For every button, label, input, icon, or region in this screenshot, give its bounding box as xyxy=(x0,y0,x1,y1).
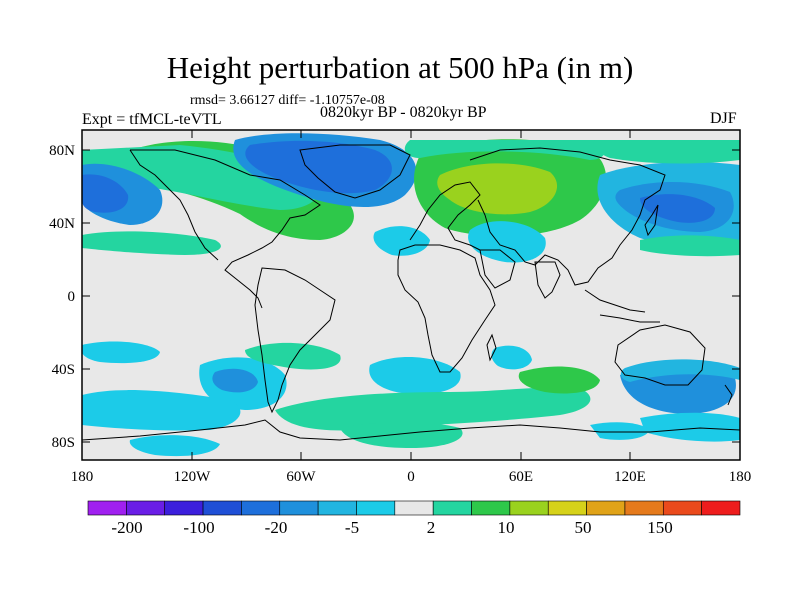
colorbar-swatch xyxy=(547,500,587,516)
stats-line: rmsd= 3.66127 diff= -1.10757e-08 xyxy=(190,93,385,108)
colorbar xyxy=(87,500,741,516)
colorbar-swatch xyxy=(241,500,281,516)
colorbar-swatch xyxy=(126,500,165,516)
lon-label-60e: 60E xyxy=(509,469,533,485)
colorbar-swatch xyxy=(87,500,127,516)
colorbar-swatch xyxy=(356,500,396,516)
lat-label-40s: 40S xyxy=(52,362,75,378)
lon-label-120e: 120E xyxy=(614,469,646,485)
colorbar-swatch xyxy=(317,500,357,516)
lon-label-120w: 120W xyxy=(174,469,212,485)
lon-tick-marks xyxy=(81,130,741,460)
map-area xyxy=(82,130,740,460)
colorbar-swatch xyxy=(202,500,242,516)
colorbar-swatch xyxy=(701,500,741,516)
figure-title: Height perturbation at 500 hPa (in m) xyxy=(166,50,634,85)
colorbar-swatch xyxy=(164,500,204,516)
colorbar-swatch xyxy=(586,500,626,516)
colorbar-label: -200 xyxy=(111,518,142,537)
lat-tick-marks xyxy=(82,149,740,443)
lon-label-180e: 180 xyxy=(729,469,752,485)
colorbar-swatch xyxy=(279,500,319,516)
colorbar-swatch xyxy=(394,500,434,516)
season-label: DJF xyxy=(710,110,737,127)
lon-label-180w: 180 xyxy=(71,469,94,485)
lat-label-40n: 40N xyxy=(49,216,75,232)
colorbar-swatch xyxy=(432,500,472,516)
colorbar-labels: -200 -100 -20 -5 2 10 50 150 xyxy=(111,518,672,537)
period-label: 0820kyr BP - 0820kyr BP xyxy=(320,104,487,121)
colorbar-label: -5 xyxy=(345,518,359,537)
colorbar-label: -20 xyxy=(265,518,288,537)
coastlines xyxy=(82,144,740,441)
colorbar-label: -100 xyxy=(183,518,214,537)
colorbar-swatch xyxy=(662,500,702,516)
colorbar-label: 150 xyxy=(647,518,673,537)
lat-label-80s: 80S xyxy=(52,435,75,451)
colorbar-label: 2 xyxy=(427,518,436,537)
experiment-label: Expt = tfMCL-teVTL xyxy=(82,111,222,128)
lon-label-0: 0 xyxy=(407,469,415,485)
colorbar-swatch xyxy=(471,500,511,516)
lon-label-60w: 60W xyxy=(286,469,316,485)
colorbar-swatch xyxy=(624,500,664,516)
lat-label-0: 0 xyxy=(68,289,76,305)
colorbar-label: 50 xyxy=(575,518,592,537)
colorbar-label: 10 xyxy=(498,518,515,537)
colorbar-swatch xyxy=(509,500,549,516)
lat-label-80n: 80N xyxy=(49,143,75,159)
